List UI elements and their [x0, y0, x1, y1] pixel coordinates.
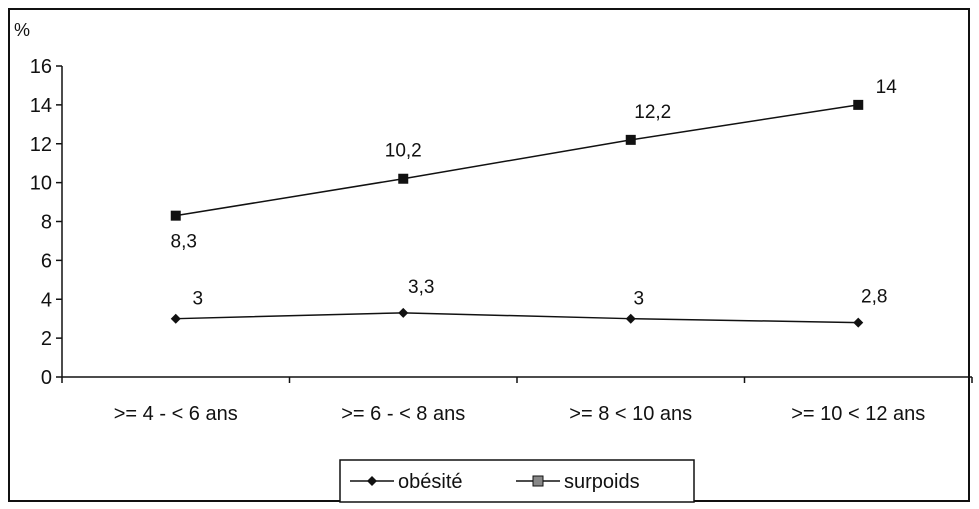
data-label: 14 — [876, 77, 898, 98]
y-tick-label: 14 — [30, 95, 52, 117]
x-category-label: >= 8 < 10 ans — [569, 403, 692, 425]
data-point-square — [398, 173, 409, 184]
y-tick-label: 10 — [30, 173, 52, 195]
series-obésité: 3 3,3 3 2,8 — [170, 277, 887, 328]
x-category-label: >= 6 - < 8 ans — [341, 403, 465, 425]
y-axis-ticks: 0 2 4 6 8 10 12 14 16 — [30, 56, 62, 389]
data-label: 12,2 — [634, 102, 671, 123]
data-point-diamond — [170, 313, 181, 324]
data-point-square — [853, 99, 864, 110]
legend-label: surpoids — [564, 471, 640, 493]
series-line — [175, 104, 859, 217]
y-tick-label: 8 — [41, 212, 52, 234]
legend: obésité surpoids — [339, 459, 695, 503]
chart-frame — [8, 8, 970, 502]
legend-label: obésité — [398, 471, 463, 493]
y-tick-label: 4 — [41, 289, 52, 311]
legend-square-marker — [532, 475, 544, 487]
x-category-label: >= 10 < 12 ans — [791, 403, 925, 425]
data-label: 10,2 — [385, 141, 422, 162]
y-axis-unit-label: % — [14, 20, 30, 40]
data-label: 3 — [192, 289, 203, 310]
y-tick-label: 0 — [41, 367, 52, 389]
data-label: 3 — [633, 289, 644, 310]
legend-item-obésité: obésité — [350, 471, 463, 493]
legend-diamond-marker — [367, 476, 377, 486]
y-tick-label: 2 — [41, 328, 52, 350]
data-point-square — [170, 210, 181, 221]
data-label: 3,3 — [408, 277, 434, 298]
data-point-diamond — [625, 313, 636, 324]
data-label: 8,3 — [171, 232, 197, 253]
x-axis-ticks: >= 4 - < 6 ans >= 6 - < 8 ans >= 8 < 10 an… — [61, 377, 973, 425]
series-surpoids: 8,3 10,2 12,2 14 — [171, 77, 898, 253]
y-tick-label: 12 — [30, 134, 52, 156]
axes — [61, 66, 972, 378]
data-label: 2,8 — [861, 287, 887, 308]
y-tick-label: 16 — [30, 56, 52, 78]
series-layer: 3 3,3 3 2,8 8,3 10,2 12,2 14 — [170, 77, 898, 328]
y-tick-label: 6 — [41, 250, 52, 272]
x-category-label: >= 4 - < 6 ans — [114, 403, 238, 425]
data-point-diamond — [853, 317, 864, 328]
series-line — [175, 312, 859, 324]
data-point-square — [625, 134, 636, 145]
data-point-diamond — [398, 307, 409, 318]
legend-item-surpoids: surpoids — [516, 471, 640, 493]
